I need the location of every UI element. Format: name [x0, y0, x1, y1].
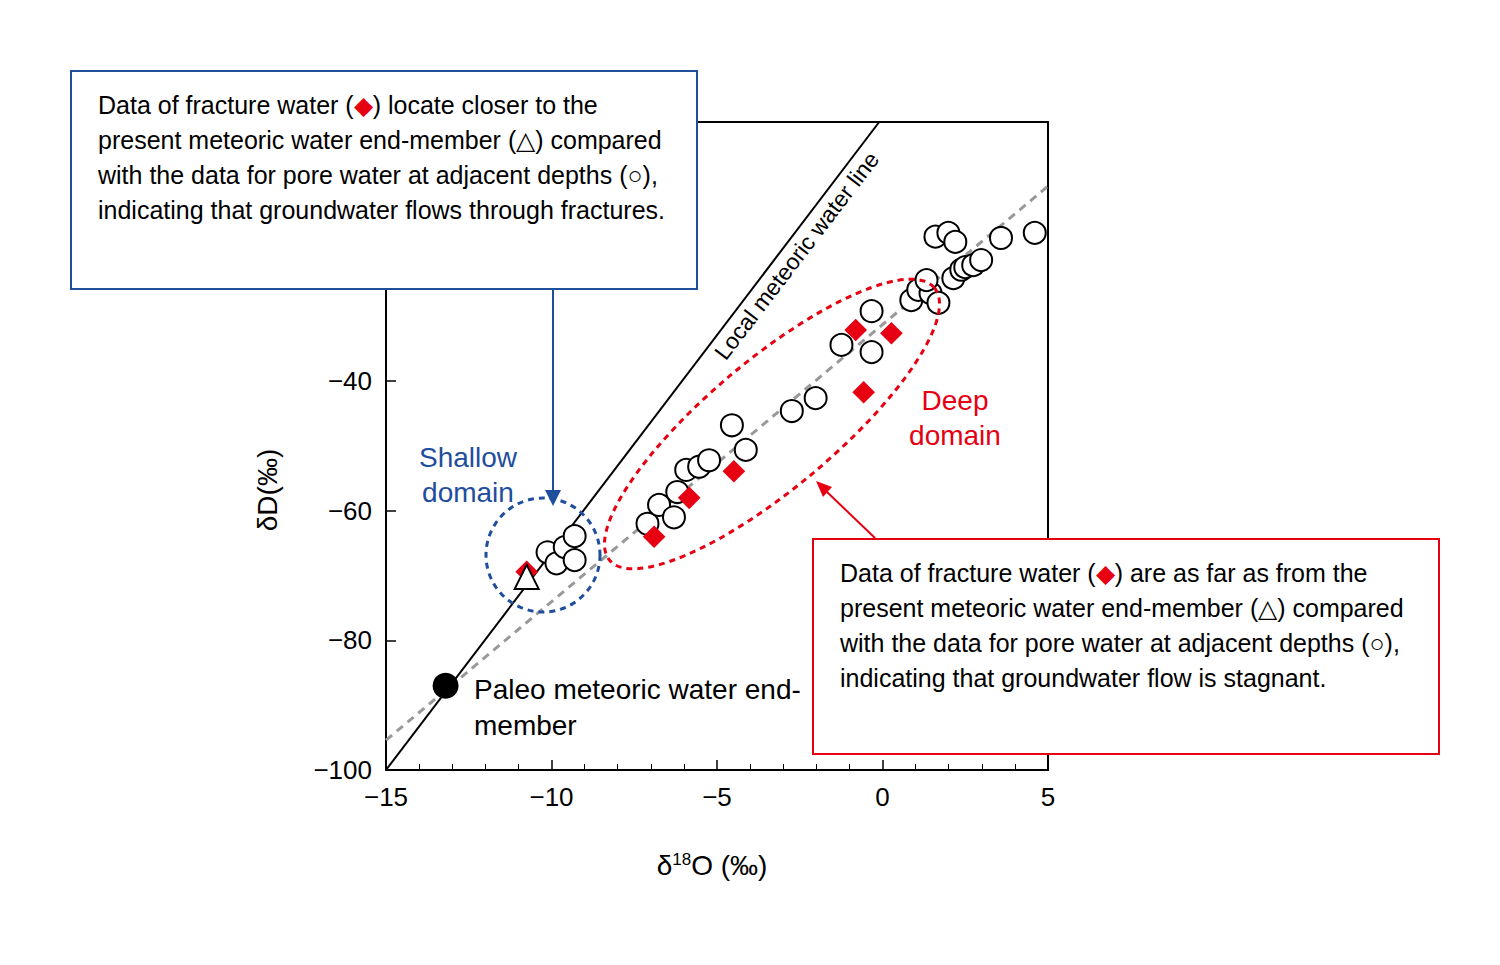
svg-text:−15: −15 [364, 782, 408, 812]
html-text:Paleo meteoric water end-membe: Paleo meteoric water end-member [474, 674, 801, 741]
svg-text:0: 0 [875, 782, 889, 812]
svg-text:−40: −40 [328, 366, 372, 396]
svg-text:−5: −5 [702, 782, 732, 812]
html-text:δ18O (‰): δ18O (‰) [656, 850, 768, 882]
html-text:Local meteoric water line: Local meteoric water line [709, 146, 885, 365]
svg-text:−60: −60 [328, 496, 372, 526]
html-text:Deep domain: Deep domain [909, 385, 1001, 451]
html-text:Shallow domain: Shallow domain [419, 442, 517, 508]
svg-text:−100: −100 [313, 755, 372, 785]
html-text:Data of fracture water (◆) loc: Data of fracture water (◆) locate closer… [98, 91, 665, 224]
svg-text:−80: −80 [328, 625, 372, 655]
html-text:δD(‰): δD(‰) [252, 448, 283, 532]
svg-text:−10: −10 [529, 782, 573, 812]
html-text:Data of fracture water (◆) are: Data of fracture water (◆) are as far as… [840, 559, 1404, 692]
svg-text:5: 5 [1041, 782, 1055, 812]
